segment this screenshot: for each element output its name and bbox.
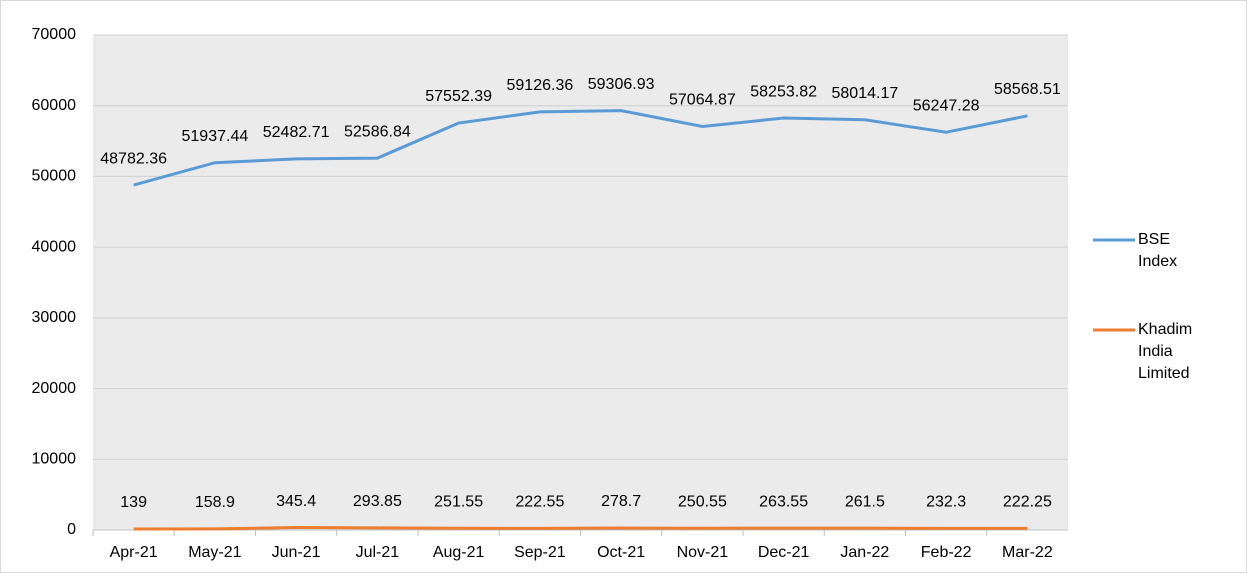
data-label: 57064.87 bbox=[669, 92, 736, 109]
data-label: 48782.36 bbox=[100, 150, 167, 167]
y-tick-label: 10000 bbox=[32, 451, 77, 468]
series-line bbox=[133, 526, 1028, 531]
data-label: 56247.28 bbox=[913, 97, 980, 114]
data-label: 261.5 bbox=[845, 493, 885, 510]
y-tick-label: 60000 bbox=[32, 97, 77, 114]
data-label: 58568.51 bbox=[994, 81, 1061, 98]
data-label: 59306.93 bbox=[588, 76, 655, 93]
x-tick-label: May-21 bbox=[188, 544, 241, 561]
data-label: 278.7 bbox=[601, 493, 641, 510]
x-tick-label: Dec-21 bbox=[758, 544, 810, 561]
data-label: 52482.71 bbox=[263, 124, 330, 141]
x-tick-label: Apr-21 bbox=[110, 544, 158, 561]
data-label: 222.25 bbox=[1003, 494, 1052, 511]
legend-label: BSE Index bbox=[1138, 231, 1178, 270]
data-label: 51937.44 bbox=[182, 128, 249, 145]
y-tick-label: 50000 bbox=[32, 168, 77, 185]
data-label: 158.9 bbox=[195, 494, 235, 511]
data-label: 251.55 bbox=[434, 493, 483, 510]
series-line bbox=[133, 109, 1028, 187]
y-tick-label: 40000 bbox=[32, 238, 77, 255]
y-tick-label: 30000 bbox=[32, 309, 77, 326]
x-tick-label: Oct-21 bbox=[597, 544, 645, 561]
data-label: 58014.17 bbox=[832, 85, 899, 102]
y-tick-label: 20000 bbox=[32, 380, 77, 397]
data-label: 345.4 bbox=[276, 493, 316, 510]
x-tick-label: Aug-21 bbox=[433, 544, 485, 561]
x-tick-label: Sep-21 bbox=[514, 544, 566, 561]
plot-area bbox=[93, 35, 1068, 530]
x-tick-label: Feb-22 bbox=[921, 544, 972, 561]
data-label: 52586.84 bbox=[344, 123, 411, 140]
data-label: 59126.36 bbox=[507, 77, 574, 94]
data-label: 232.3 bbox=[926, 494, 966, 511]
legend-label: Khadim India Limited bbox=[1138, 321, 1193, 382]
data-label: 250.55 bbox=[678, 493, 727, 510]
x-tick-label: Jun-21 bbox=[272, 544, 321, 561]
data-label: 263.55 bbox=[759, 493, 808, 510]
data-label: 139 bbox=[120, 494, 147, 511]
y-tick-label: 0 bbox=[67, 521, 76, 538]
data-label: 57552.39 bbox=[425, 88, 492, 105]
data-label: 222.55 bbox=[515, 494, 564, 511]
x-tick-label: Jul-21 bbox=[356, 544, 400, 561]
data-label: 293.85 bbox=[353, 493, 402, 510]
data-label: 58253.82 bbox=[750, 83, 817, 100]
y-tick-label: 70000 bbox=[32, 26, 77, 43]
x-tick-label: Nov-21 bbox=[677, 544, 729, 561]
x-tick-label: Mar-22 bbox=[1002, 544, 1053, 561]
x-tick-label: Jan-22 bbox=[840, 544, 889, 561]
